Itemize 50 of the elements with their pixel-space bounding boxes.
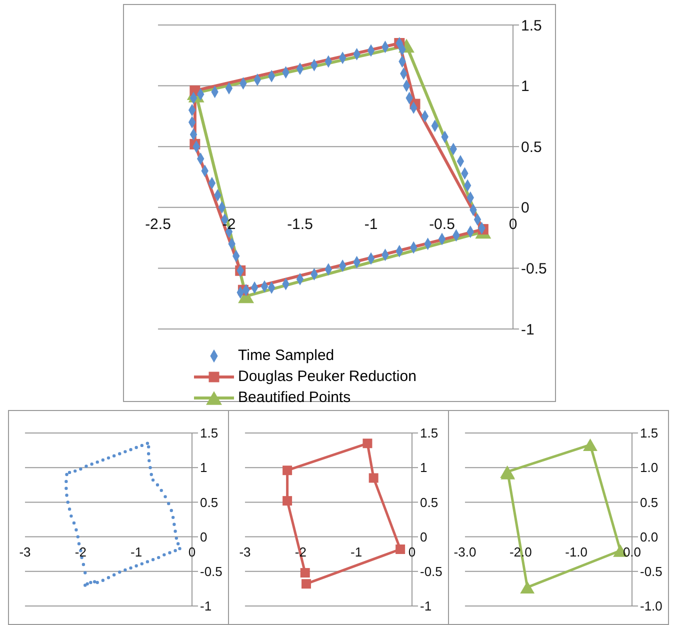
y-tick-label: 1.5: [420, 426, 438, 441]
x-tick-label: -3: [239, 544, 251, 560]
x-tick-label: -2.5: [145, 216, 171, 233]
y-tick-label: 1.5: [521, 17, 542, 34]
y-tick-label: 0: [420, 529, 428, 544]
point: [520, 581, 535, 594]
legend-label: Beautified Points: [238, 389, 351, 406]
point: [300, 568, 310, 578]
legend-label: Douglas Peuker Reduction: [238, 368, 416, 385]
x-tick-label: -3.0: [454, 544, 476, 560]
x-tick-label: -1.0: [565, 544, 588, 560]
y-tick-label: -0.5: [640, 564, 662, 580]
x-tick-label: 0: [408, 544, 416, 560]
y-tick-label: 0.0: [640, 529, 658, 544]
y-tick-label: 1: [200, 460, 208, 476]
y-tick-label: -1: [521, 321, 534, 338]
y-tick-label: 0.5: [420, 494, 438, 510]
x-tick-label: -1: [350, 544, 362, 560]
x-tick-label: 0: [508, 216, 518, 233]
legend-label: Time Sampled: [238, 347, 334, 364]
point: [583, 438, 598, 452]
x-tick-label: -2: [74, 544, 86, 560]
point: [282, 496, 292, 506]
x-tick-label: 0.0: [622, 544, 642, 560]
point: [282, 466, 292, 476]
y-tick-label: 0.5: [521, 138, 542, 156]
y-tick-label: 0.5: [200, 494, 218, 510]
y-tick-label: -0.5: [200, 564, 222, 580]
y-tick-label: -1: [200, 598, 212, 614]
y-tick-label: 1.5: [640, 426, 658, 441]
y-tick-label: 1: [521, 78, 530, 96]
y-tick-label: 0.5: [640, 494, 658, 510]
point: [368, 473, 378, 483]
y-tick-label: -1: [420, 598, 432, 614]
y-tick-label: 1.0: [640, 460, 658, 476]
y-tick-label: 0: [521, 200, 530, 217]
x-tick-label: -1.5: [287, 216, 313, 233]
x-tick-label: -1: [130, 544, 142, 560]
y-tick-label: -0.5: [420, 564, 442, 580]
point: [362, 438, 372, 448]
x-tick-label: -1: [364, 216, 378, 233]
y-tick-label: 0: [200, 529, 208, 544]
point: [301, 579, 311, 589]
point: [396, 544, 406, 554]
x-tick-label: -3: [19, 544, 31, 560]
y-tick-label: 1.5: [200, 426, 218, 441]
y-tick-label: -0.5: [521, 260, 547, 278]
x-tick-label: 0: [188, 544, 196, 560]
y-tick-label: -1.0: [640, 598, 662, 614]
y-tick-label: 1: [420, 460, 428, 476]
